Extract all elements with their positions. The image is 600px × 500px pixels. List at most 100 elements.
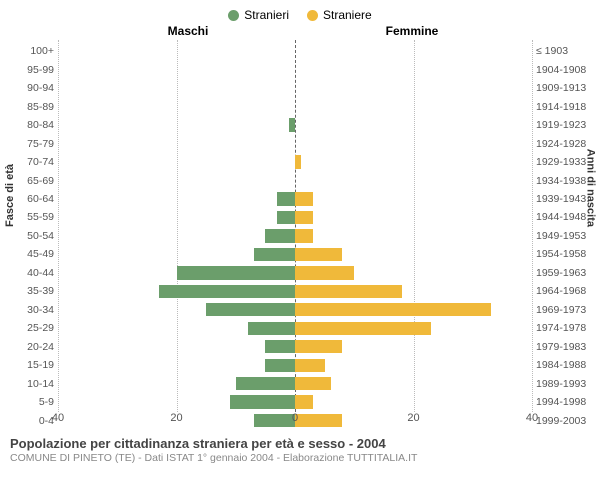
bars-female-half [295,40,532,430]
bar-row [58,97,295,115]
age-band-label: 5-9 [6,393,54,411]
bar-row [295,171,532,189]
legend-swatch-male [228,10,239,21]
bar-row [295,264,532,282]
bar-male [159,285,295,298]
x-tick: 0 [292,412,298,424]
bar-row [58,393,295,411]
plot-area: Fasce di età Anni di nascita 100+95-9990… [6,40,594,430]
bar-row [58,227,295,245]
age-band-label: 10-14 [6,374,54,392]
bar-row [58,338,295,356]
bar-male [230,395,295,408]
age-band-label: 50-54 [6,227,54,245]
bar-row [295,97,532,115]
bar-row [58,356,295,374]
bar-row [58,116,295,134]
bar-male [265,359,295,372]
chart-subtitle: COMUNE DI PINETO (TE) - Dati ISTAT 1° ge… [10,452,590,464]
bar-female [295,192,313,205]
birth-year-label: 1999-2003 [536,411,594,429]
bar-row [295,338,532,356]
age-band-label: 20-24 [6,338,54,356]
bar-row [58,60,295,78]
header-male: Maschi [76,24,300,38]
legend-label-female: Straniere [323,8,372,22]
x-axis: 402002040 [58,412,532,430]
bar-row [58,171,295,189]
y-axis-title-right: Anni di nascita [584,149,596,227]
birth-year-label: 1909-1913 [536,79,594,97]
age-band-label: 90-94 [6,79,54,97]
bar-row [295,282,532,300]
age-band-label: 95-99 [6,60,54,78]
bar-row [58,301,295,319]
bar-female [295,285,402,298]
bar-row [58,374,295,392]
birth-year-label: 1979-1983 [536,338,594,356]
bar-row [295,245,532,263]
legend-item-female: Straniere [307,8,372,22]
birth-year-label: 1919-1923 [536,116,594,134]
bar-row [295,227,532,245]
bars-male-half [58,40,295,430]
age-band-label: 30-34 [6,301,54,319]
bar-male [177,266,296,279]
y-axis-title-left: Fasce di età [4,164,16,227]
bar-female [295,155,301,168]
x-tick: 40 [52,412,64,424]
age-band-label: 15-19 [6,356,54,374]
bar-row [295,301,532,319]
bars-area: 402002040 [58,40,532,430]
bar-row [295,60,532,78]
bar-row [58,42,295,60]
birth-year-label: 1904-1908 [536,60,594,78]
bar-row [295,374,532,392]
bar-female [295,303,491,316]
bar-row [295,134,532,152]
bar-row [58,134,295,152]
bar-male [206,303,295,316]
bar-row [295,356,532,374]
age-band-label: 25-29 [6,319,54,337]
birth-year-label: 1989-1993 [536,374,594,392]
age-band-label: 80-84 [6,116,54,134]
age-band-label: 0-4 [6,411,54,429]
age-band-label: 35-39 [6,282,54,300]
bar-female [295,340,342,353]
bar-row [58,190,295,208]
birth-year-label: 1949-1953 [536,227,594,245]
bar-male [265,229,295,242]
bar-row [295,42,532,60]
birth-year-label: 1954-1958 [536,245,594,263]
age-band-label: 40-44 [6,264,54,282]
x-tick: 40 [526,412,538,424]
birth-year-label: 1964-1968 [536,282,594,300]
bar-row [58,319,295,337]
legend: Stranieri Straniere [6,8,594,22]
legend-swatch-female [307,10,318,21]
birth-year-label: 1974-1978 [536,319,594,337]
y-labels-birthyear: ≤ 19031904-19081909-19131914-19181919-19… [532,40,594,430]
bar-female [295,229,313,242]
bar-row [58,245,295,263]
bar-row [295,116,532,134]
column-headers: Maschi Femmine [76,24,524,38]
age-band-label: 45-49 [6,245,54,263]
bar-row [58,153,295,171]
bar-female [295,359,325,372]
bar-male [277,211,295,224]
bar-row [295,153,532,171]
age-band-label: 75-79 [6,134,54,152]
chart-title: Popolazione per cittadinanza straniera p… [10,436,590,451]
bar-female [295,266,354,279]
bar-row [58,208,295,226]
birth-year-label: 1969-1973 [536,301,594,319]
birth-year-label: 1959-1963 [536,264,594,282]
birth-year-label: ≤ 1903 [536,42,594,60]
age-band-label: 85-89 [6,97,54,115]
birth-year-label: 1994-1998 [536,393,594,411]
bar-row [58,282,295,300]
bar-row [58,79,295,97]
y-labels-age: 100+95-9990-9485-8980-8475-7970-7465-696… [6,40,58,430]
